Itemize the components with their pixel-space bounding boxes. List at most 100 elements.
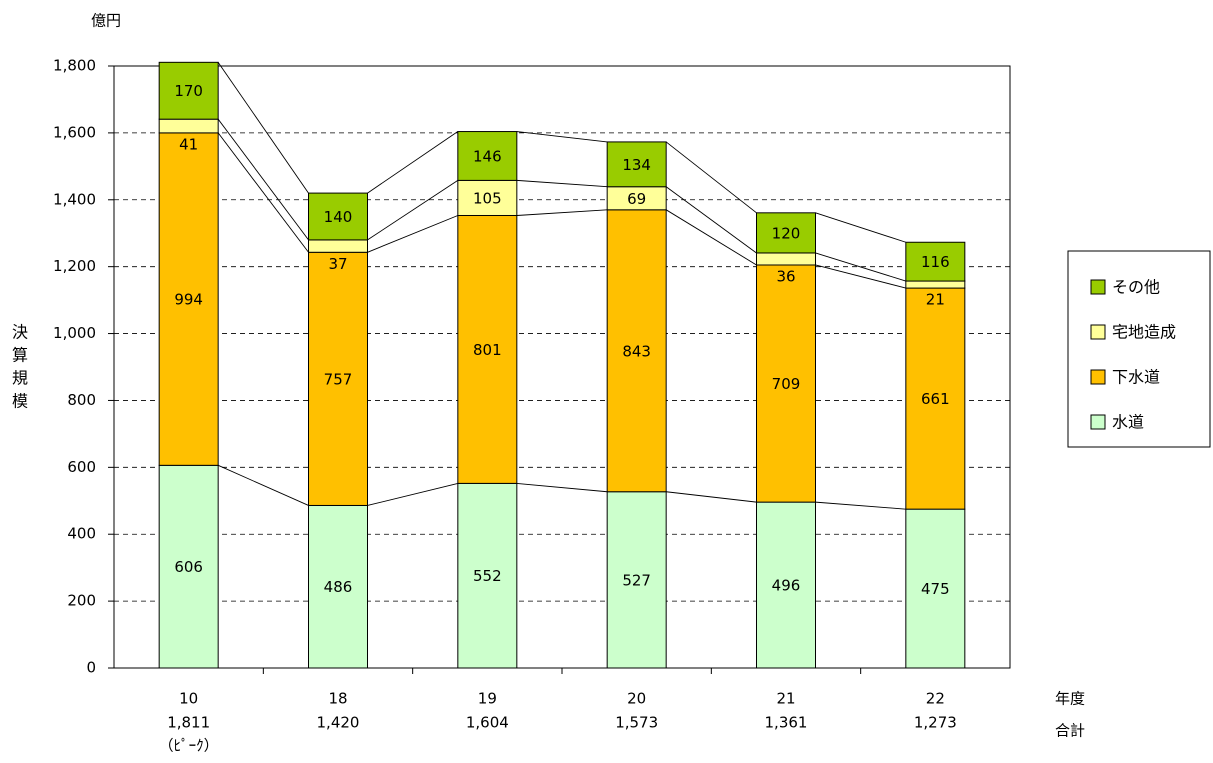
y-tick-label: 400 [67,525,96,543]
series-connector-line [665,141,757,214]
bar-value-label: 37 [328,255,347,273]
bar-value-label: 146 [473,147,502,165]
bar-value-label: 475 [921,580,950,598]
bar-segment-宅地造成 [457,179,518,216]
x-category-label: 20 [627,690,646,708]
series-connector-line [815,264,906,289]
bar-segment-水道 [905,508,966,669]
bar-segment-水道 [457,482,518,669]
series-connector-line [367,180,459,241]
y-axis-label-char: 決 [12,323,28,342]
plot-area-border [113,65,1011,669]
bar-value-label: 757 [324,370,353,388]
y-tick-label: 1,600 [53,123,96,141]
x-category-label: 19 [478,690,497,708]
y-tick-label: 800 [67,391,96,409]
bar-segment-下水道 [457,214,518,484]
bar-segment-宅地造成 [905,280,966,289]
series-connector-line [516,482,608,493]
bar-value-label: 36 [776,267,795,285]
series-connector-line [217,464,309,506]
bar-segment-宅地造成 [308,239,368,253]
legend-label: その他 [1112,278,1160,297]
bar-segment-宅地造成 [756,252,816,266]
bar-value-label: 116 [921,253,950,271]
series-connector-line [665,209,757,266]
bar-segment-下水道 [606,209,667,493]
bar-segment-その他 [756,212,816,254]
y-tick-label: 1,800 [53,57,96,75]
bar-value-label: 21 [926,291,945,309]
y-tick-label: 600 [67,458,96,476]
x-total-label: 1,420 [317,714,360,732]
bar-segment-水道 [756,501,816,669]
bar-segment-下水道 [756,264,816,503]
legend-swatch-水道 [1090,414,1106,430]
x-category-label: 22 [926,690,945,708]
bar-segment-下水道 [905,287,966,510]
series-connector-line [367,131,459,194]
bar-value-label: 41 [179,135,198,153]
legend-label: 水道 [1112,413,1144,432]
legend-label: 下水道 [1112,368,1160,387]
series-connector-line [665,186,757,254]
y-axis-label-char: 規 [12,369,28,388]
bar-value-label: 801 [473,341,502,359]
bar-value-label: 105 [473,189,502,207]
bar-segment-その他 [905,241,966,282]
y-tick-label: 200 [67,592,96,610]
bar-segment-その他 [457,131,518,181]
bar-value-label: 994 [174,291,203,309]
series-connector-line [217,62,309,194]
bar-value-label: 527 [622,571,651,589]
series-connector-line [367,215,459,253]
series-connector-line [516,131,608,143]
series-connector-line [367,482,458,506]
bar-value-label: 843 [622,342,651,360]
bar-segment-水道 [308,504,368,669]
x-total-axis-label: 合計 [1055,722,1085,740]
x-category-label: 21 [776,690,795,708]
bar-value-label: 709 [772,375,801,393]
y-axis-label-char: 模 [12,392,28,411]
bar-segment-下水道 [308,251,368,506]
legend-swatch-その他 [1090,279,1106,295]
x-category-label: 18 [328,690,347,708]
x-category-label: 10 [179,690,198,708]
y-tick-label: 0 [86,659,96,677]
x-total-label: 1,604 [466,714,509,732]
series-connector-line [815,501,906,510]
bar-segment-その他 [158,61,219,120]
y-tick-label: 1,000 [53,324,96,342]
y-tick-label: 1,400 [53,190,96,208]
x-axis-label: 年度 [1055,690,1085,708]
bar-segment-その他 [606,141,667,188]
bar-value-label: 496 [772,577,801,595]
unit-label: 億円 [91,12,121,30]
series-connector-line [217,132,309,253]
bar-segment-宅地造成 [158,118,219,134]
series-connector-line [815,252,906,282]
x-category-note: （ﾋﾟｰｸ） [159,737,219,755]
bar-value-label: 69 [627,190,646,208]
y-axis-label-char: 算 [12,346,28,365]
series-connector-line [815,212,906,243]
legend-label: 宅地造成 [1112,323,1176,342]
bar-value-label: 552 [473,567,502,585]
bar-value-label: 661 [921,390,950,408]
x-total-label: 1,273 [914,714,957,732]
series-connector-line [217,118,309,241]
y-tick-label: 1,200 [53,257,96,275]
legend-swatch-下水道 [1090,369,1106,385]
bar-value-label: 486 [324,578,353,596]
series-connector-line [666,491,757,503]
bar-value-label: 120 [772,224,801,242]
legend-swatch-宅地造成 [1090,324,1106,340]
series-connector-line [516,179,608,188]
bar-value-label: 170 [174,82,203,100]
x-total-label: 1,811 [167,714,210,732]
bar-segment-水道 [606,491,667,669]
bar-value-label: 134 [622,156,651,174]
x-total-label: 1,361 [765,714,808,732]
